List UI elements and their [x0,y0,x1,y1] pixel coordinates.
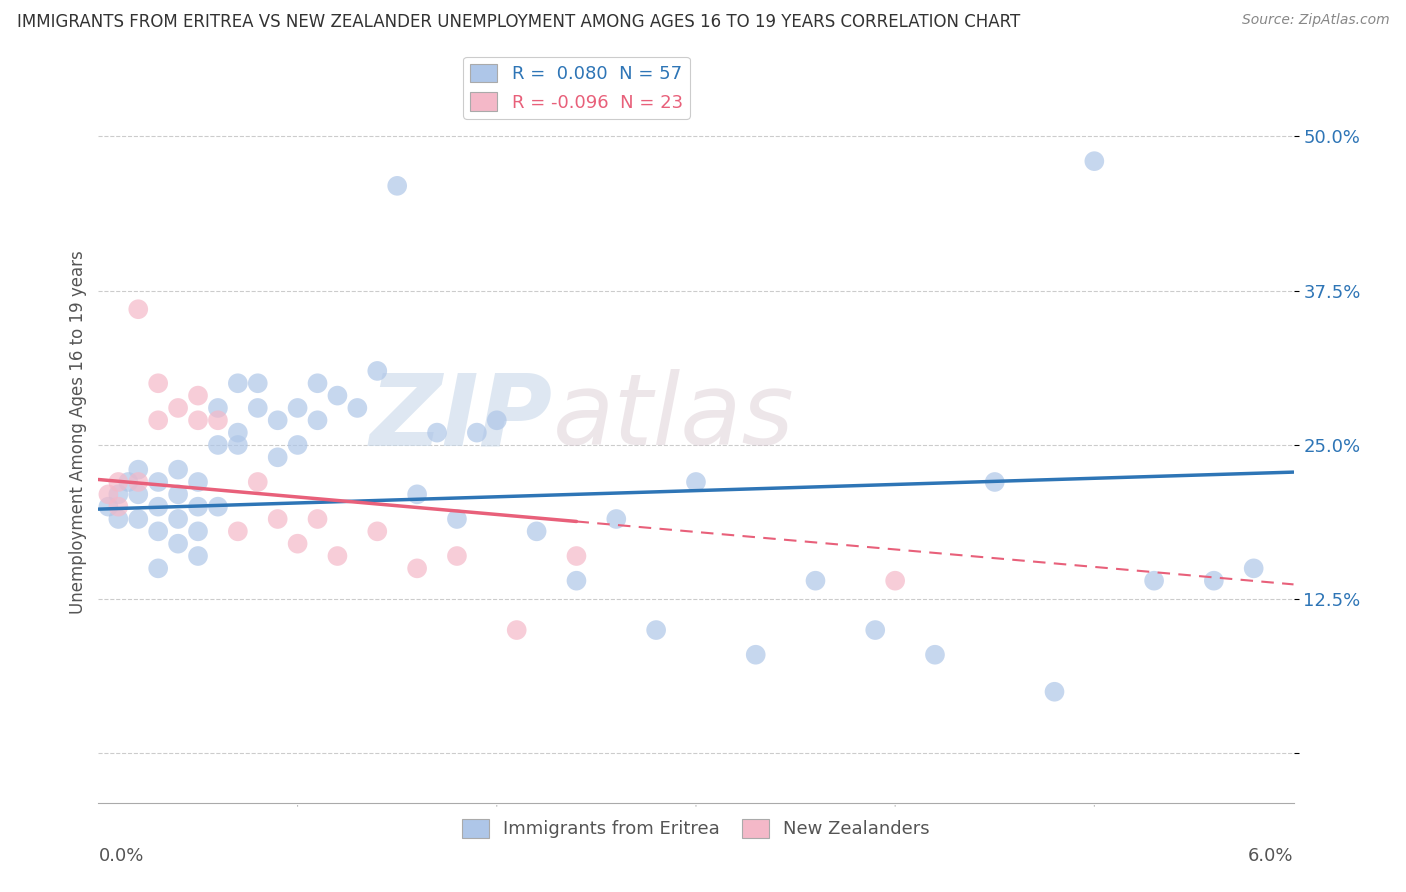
Point [366,524,388,539]
Point [207,413,229,427]
Text: 0.0%: 0.0% [98,847,143,865]
Point [148,561,170,575]
Point [117,475,139,489]
Point [127,462,149,476]
Point [267,413,290,427]
Point [465,425,488,440]
Point [385,178,409,193]
Text: 6.0%: 6.0% [1249,847,1294,865]
Point [148,524,170,539]
Point [287,401,309,415]
Point [287,438,309,452]
Point [187,524,209,539]
Point [605,512,627,526]
Point [804,574,827,588]
Text: IMMIGRANTS FROM ERITREA VS NEW ZEALANDER UNEMPLOYMENT AMONG AGES 16 TO 19 YEARS : IMMIGRANTS FROM ERITREA VS NEW ZEALANDER… [17,13,1021,31]
Point [346,401,368,415]
Point [685,475,707,489]
Point [506,623,529,637]
Text: ZIP: ZIP [370,369,553,467]
Point [645,623,668,637]
Point [107,512,129,526]
Point [207,401,229,415]
Point [307,413,329,427]
Point [97,487,120,501]
Point [865,623,887,637]
Point [127,512,149,526]
Point [446,549,468,563]
Point [148,500,170,514]
Text: atlas: atlas [553,369,794,467]
Point [107,500,129,514]
Point [287,536,309,550]
Point [565,549,588,563]
Point [745,648,768,662]
Point [127,302,149,317]
Point [326,549,349,563]
Point [406,487,429,501]
Point [207,500,229,514]
Point [307,512,329,526]
Point [984,475,1007,489]
Point [167,512,190,526]
Point [924,648,946,662]
Point [148,413,170,427]
Point [167,401,190,415]
Point [167,536,190,550]
Point [326,389,349,403]
Point [226,376,249,391]
Point [1083,154,1105,169]
Point [187,413,209,427]
Point [148,376,170,391]
Point [366,364,388,378]
Point [426,425,449,440]
Point [1243,561,1265,575]
Y-axis label: Unemployment Among Ages 16 to 19 years: Unemployment Among Ages 16 to 19 years [69,251,87,615]
Point [187,500,209,514]
Point [1202,574,1225,588]
Legend: Immigrants from Eritrea, New Zealanders: Immigrants from Eritrea, New Zealanders [454,812,938,846]
Point [127,487,149,501]
Point [267,512,290,526]
Point [1143,574,1166,588]
Point [246,376,269,391]
Point [226,425,249,440]
Point [187,389,209,403]
Point [246,401,269,415]
Point [267,450,290,465]
Point [446,512,468,526]
Point [246,475,269,489]
Point [226,524,249,539]
Point [307,376,329,391]
Point [485,413,508,427]
Point [167,487,190,501]
Point [226,438,249,452]
Text: Source: ZipAtlas.com: Source: ZipAtlas.com [1241,13,1389,28]
Point [107,487,129,501]
Point [406,561,429,575]
Point [167,462,190,476]
Point [565,574,588,588]
Point [187,549,209,563]
Point [187,475,209,489]
Point [526,524,548,539]
Point [148,475,170,489]
Point [1043,685,1066,699]
Point [127,475,149,489]
Point [884,574,907,588]
Point [107,475,129,489]
Point [207,438,229,452]
Point [97,500,120,514]
